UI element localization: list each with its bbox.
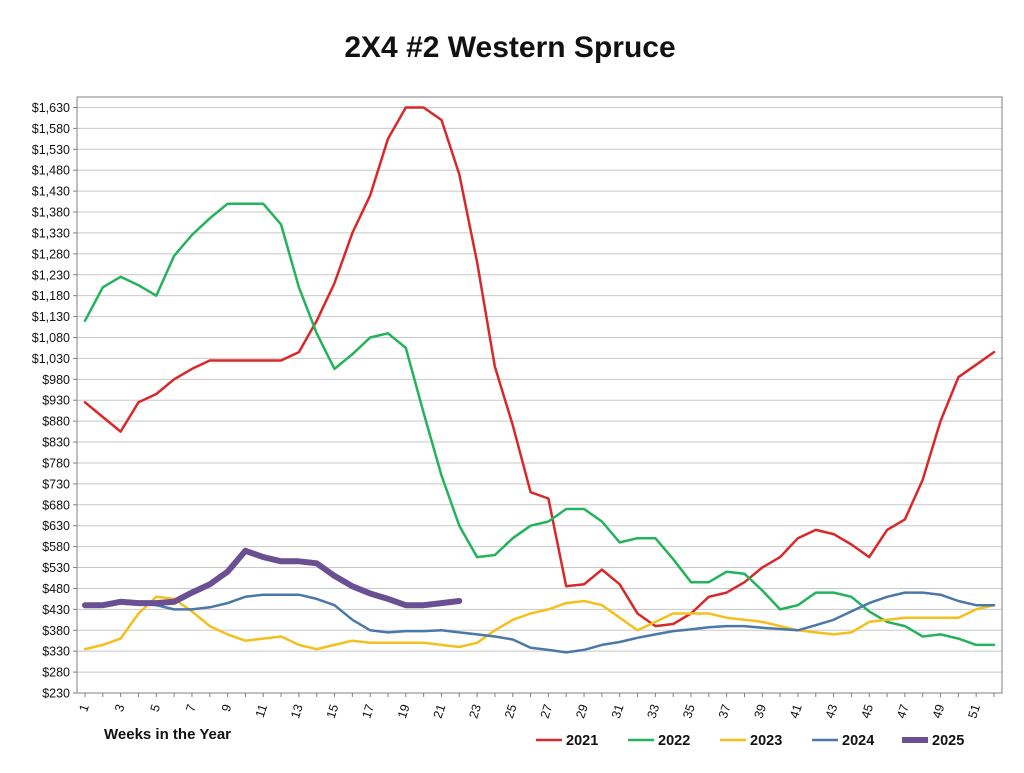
y-tick-label: $380 xyxy=(42,624,70,638)
x-tick-label: 13 xyxy=(288,703,306,721)
x-tick-label: 29 xyxy=(573,703,591,721)
y-tick-label: $1,430 xyxy=(32,185,70,199)
x-tick-label: 9 xyxy=(219,703,234,714)
x-tick-label: 39 xyxy=(752,703,770,721)
y-tick-label: $1,630 xyxy=(32,101,70,115)
x-axis-ticks: 1 3 5 7 9 11 13 15 17 19 21 23 25 27 29 31 33 35 37 39 41 43 4… xyxy=(76,693,994,720)
x-tick-label: 11 xyxy=(253,703,270,720)
legend-label-2024: 2024 xyxy=(842,733,874,749)
y-tick-label: $1,030 xyxy=(32,352,70,366)
y-tick-label: $980 xyxy=(42,373,70,387)
series-line-2025 xyxy=(85,551,459,605)
x-tick-label: 23 xyxy=(466,703,484,721)
plot-area-border xyxy=(77,97,1002,693)
y-axis-ticks: $230 $280 $330 $380 $430 $480 $530 $580 $630 $680… xyxy=(32,101,77,701)
x-tick-label: 7 xyxy=(183,703,198,714)
x-tick-label: 15 xyxy=(324,703,342,721)
y-tick-label: $830 xyxy=(42,436,70,450)
x-tick-label: 25 xyxy=(502,703,520,721)
legend-label-2025: 2025 xyxy=(932,733,964,749)
legend-label-2023: 2023 xyxy=(750,733,782,749)
x-tick-label: 3 xyxy=(112,703,127,714)
legend-label-2022: 2022 xyxy=(658,733,690,749)
y-tick-label: $880 xyxy=(42,415,70,429)
y-tick-label: $530 xyxy=(42,561,70,575)
x-tick-label: 27 xyxy=(538,703,556,721)
y-tick-label: $330 xyxy=(42,645,70,659)
y-tick-label: $1,380 xyxy=(32,206,70,220)
y-tick-label: $1,530 xyxy=(32,143,70,157)
y-tick-label: $1,130 xyxy=(32,310,70,324)
series-line-2021 xyxy=(85,108,994,627)
y-tick-label: $430 xyxy=(42,603,70,617)
y-tick-label: $230 xyxy=(42,687,70,701)
x-tick-label: 33 xyxy=(645,703,663,721)
x-tick-label: 37 xyxy=(716,703,734,721)
chart-title: 2X4 #2 Western Spruce xyxy=(344,31,675,64)
x-tick-label: 43 xyxy=(823,703,841,721)
x-tick-label: 35 xyxy=(680,703,698,721)
y-tick-label: $1,330 xyxy=(32,226,70,240)
x-tick-label: 17 xyxy=(359,703,377,721)
legend: 2021 2022 2023 2024 2025 xyxy=(536,733,964,749)
x-tick-label: 47 xyxy=(894,703,912,721)
x-tick-label: 21 xyxy=(431,703,449,721)
x-axis-label: Weeks in the Year xyxy=(104,726,231,743)
series-lines xyxy=(85,108,994,653)
x-tick-label: 49 xyxy=(930,703,948,721)
x-tick-label: 51 xyxy=(965,703,983,721)
x-tick-label: 5 xyxy=(148,703,163,714)
y-tick-label: $680 xyxy=(42,498,70,512)
y-tick-label: $1,230 xyxy=(32,268,70,282)
x-tick-label: 45 xyxy=(858,703,876,721)
y-tick-label: $280 xyxy=(42,666,70,680)
y-tick-label: $730 xyxy=(42,477,70,491)
y-tick-label: $480 xyxy=(42,582,70,596)
legend-label-2021: 2021 xyxy=(566,733,598,749)
x-tick-label: 31 xyxy=(609,703,627,721)
y-tick-label: $1,280 xyxy=(32,247,70,261)
y-tick-label: $1,580 xyxy=(32,122,70,136)
y-tick-label: $780 xyxy=(42,456,70,470)
y-tick-label: $1,480 xyxy=(32,164,70,178)
x-tick-label: 19 xyxy=(395,703,413,721)
y-tick-label: $930 xyxy=(42,394,70,408)
y-tick-label: $630 xyxy=(42,519,70,533)
x-tick-label: 41 xyxy=(787,703,805,721)
y-tick-label: $1,080 xyxy=(32,331,70,345)
y-tick-label: $1,180 xyxy=(32,289,70,303)
y-tick-label: $580 xyxy=(42,540,70,554)
x-tick-label: 1 xyxy=(76,703,91,714)
